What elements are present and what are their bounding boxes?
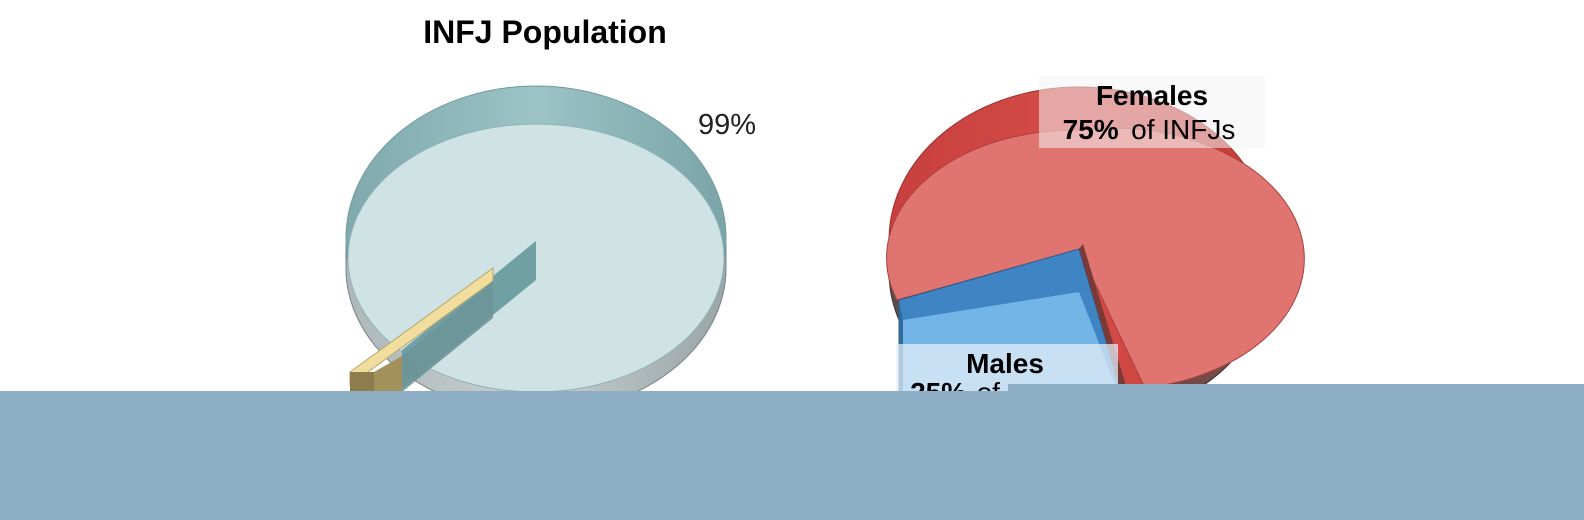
males-label: Males <box>966 348 1044 379</box>
females-label: Females <box>1096 80 1208 111</box>
bottom-band <box>0 391 1584 520</box>
females-pct: 75% <box>1063 114 1119 145</box>
slice-label-99: 99% <box>698 109 756 141</box>
pie-slice-1 <box>349 241 536 392</box>
females-label-box <box>1039 76 1265 148</box>
chart-title: INFJ Population <box>423 14 667 50</box>
infj-population-pie: INFJ Population 99% <box>345 14 756 415</box>
females-pct-line: 75% of INFJs <box>1063 114 1236 145</box>
infj-gender-pie: Females 75% of INFJs Males 25% of <box>886 76 1305 423</box>
bottom-band-step <box>1008 384 1584 392</box>
females-suffix: of INFJs <box>1131 114 1235 145</box>
